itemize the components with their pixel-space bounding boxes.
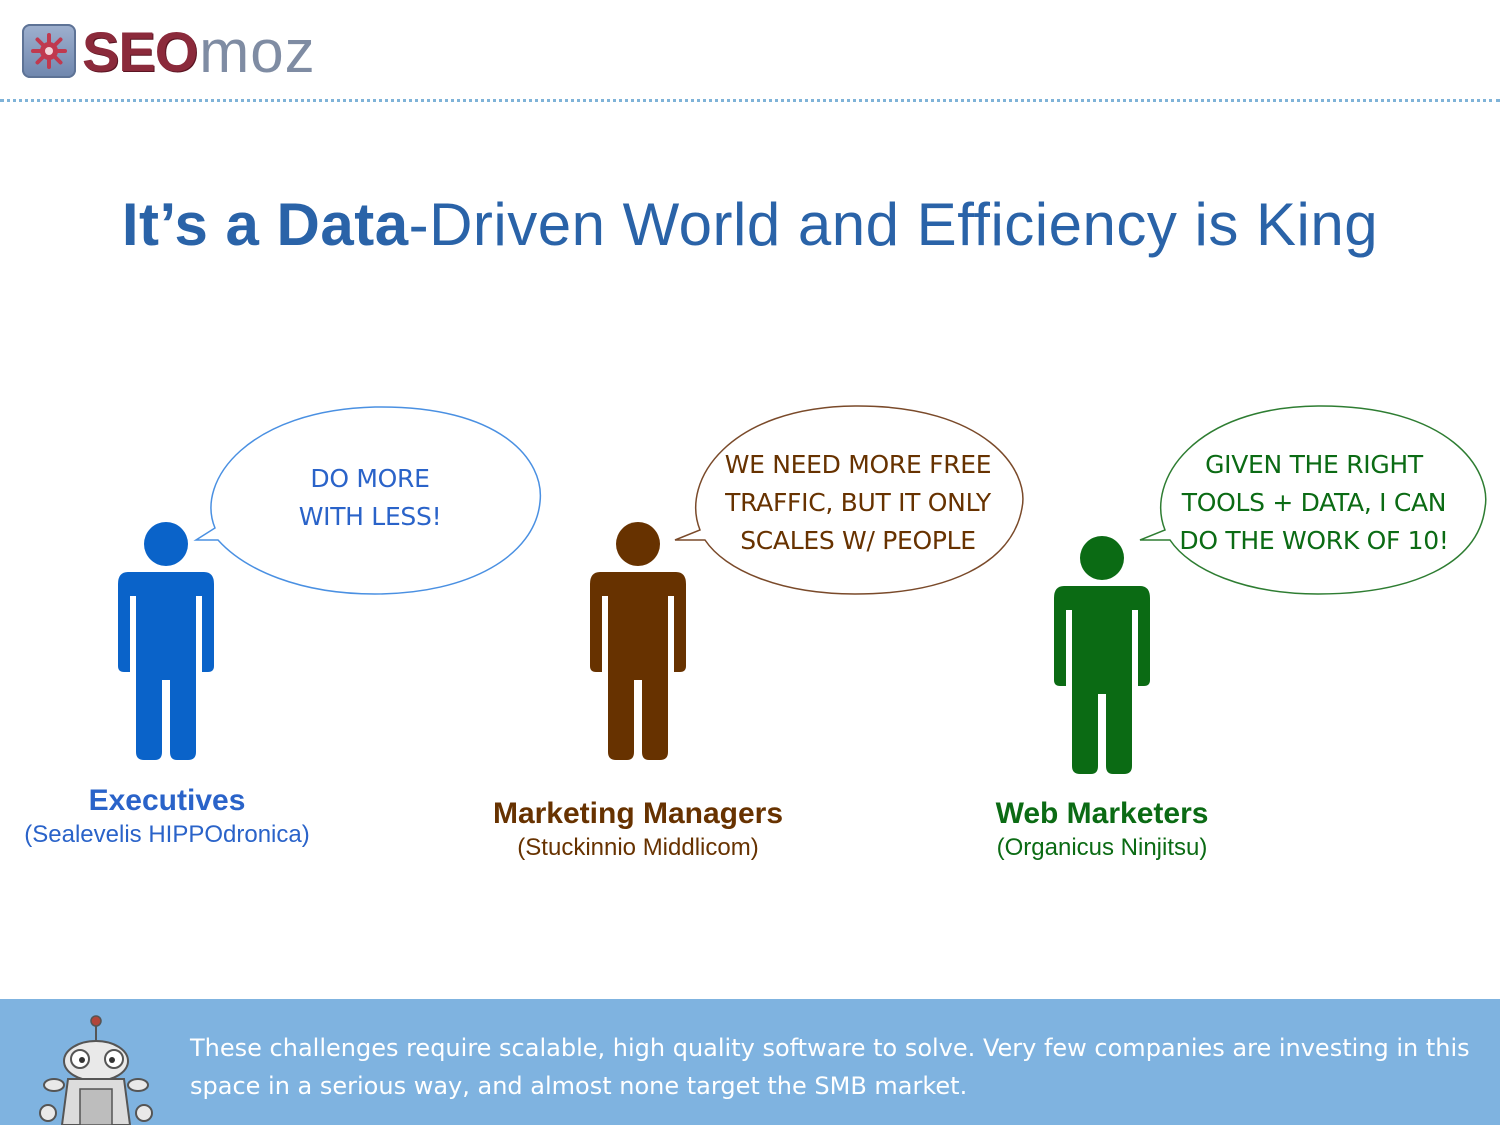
bubble-line: GIVEN THE RIGHT bbox=[1205, 450, 1423, 479]
bubble-line: SCALES W/ PEOPLE bbox=[740, 526, 976, 555]
role-name: Web Marketers bbox=[995, 797, 1209, 830]
person-icon bbox=[118, 522, 214, 760]
personas-illustration: DO MORE WITH LESS! WE NEED MORE FREE TRA… bbox=[0, 390, 1500, 910]
bubble-line: TOOLS + DATA, I CAN bbox=[1181, 488, 1447, 517]
roger-robot-icon bbox=[39, 1015, 153, 1125]
page-title: It’s a Data-Driven World and Efficiency … bbox=[0, 190, 1500, 259]
person-icon bbox=[590, 522, 686, 760]
speech-bubble-icon bbox=[1139, 405, 1487, 595]
role-executives: Executives (Sealevelis HIPPOdronica) bbox=[0, 783, 334, 851]
speech-bubble-icon bbox=[674, 405, 1024, 595]
bubble-line: DO MORE bbox=[310, 464, 430, 493]
bubble-text-executives: DO MORE WITH LESS! bbox=[250, 460, 490, 536]
bubble-line: WITH LESS! bbox=[298, 502, 442, 531]
speech-bubble-icon bbox=[193, 406, 542, 595]
seomoz-logo-icon bbox=[22, 24, 76, 78]
bubble-line: TRAFFIC, BUT IT ONLY bbox=[725, 488, 991, 517]
bubble-line: DO THE WORK OF 10! bbox=[1179, 526, 1449, 555]
role-web-marketers: Web Marketers (Organicus Ninjitsu) bbox=[952, 796, 1252, 864]
header-divider bbox=[0, 99, 1500, 102]
role-latin-name: (Sealevelis HIPPOdronica) bbox=[24, 821, 310, 848]
person-icon bbox=[1054, 536, 1150, 774]
footer-banner: These challenges require scalable, high … bbox=[0, 999, 1500, 1125]
logo-moz-text: moz bbox=[199, 17, 316, 85]
bubble-line: WE NEED MORE FREE bbox=[724, 450, 992, 479]
role-latin-name: (Stuckinnio Middlicom) bbox=[517, 834, 759, 861]
bubble-text-web-marketers: GIVEN THE RIGHT TOOLS + DATA, I CAN DO T… bbox=[1164, 446, 1464, 560]
role-name: Executives bbox=[88, 784, 246, 817]
logo-seo-text: SEO bbox=[82, 19, 198, 83]
personas-svg bbox=[118, 405, 1487, 774]
bubble-text-marketing-managers: WE NEED MORE FREE TRAFFIC, BUT IT ONLY S… bbox=[700, 446, 1016, 560]
role-name: Marketing Managers bbox=[492, 797, 784, 830]
seomoz-logo: SEO moz bbox=[22, 18, 316, 85]
title-bold: It’s a Data bbox=[121, 191, 409, 258]
title-rest: -Driven World and Efficiency is King bbox=[408, 191, 1379, 258]
footer-text: These challenges require scalable, high … bbox=[190, 1034, 1470, 1100]
role-marketing-managers: Marketing Managers (Stuckinnio Middlicom… bbox=[458, 796, 818, 864]
role-latin-name: (Organicus Ninjitsu) bbox=[996, 834, 1208, 861]
